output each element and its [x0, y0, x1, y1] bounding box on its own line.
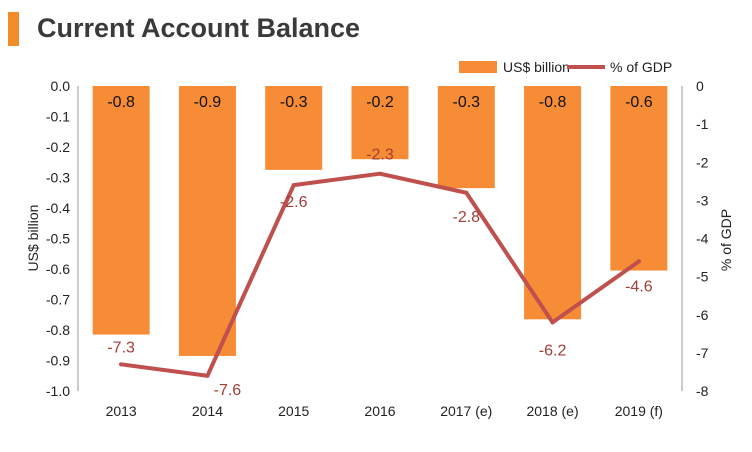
bar: [178, 86, 236, 356]
y2-tick-label: -8: [696, 383, 709, 399]
line-data-label: -2.3: [366, 147, 394, 164]
bar-data-label: -0.3: [452, 94, 480, 111]
legend: US$ billion % of GDP: [459, 59, 672, 75]
x-tick-label: 2014: [192, 403, 223, 419]
y-tick-label: -0.2: [46, 139, 70, 155]
chart-title: Current Account Balance: [37, 13, 361, 43]
line-point: [119, 362, 124, 367]
bar: [265, 86, 323, 170]
bar-data-label: -0.8: [539, 94, 567, 111]
y2-tick-label: -4: [696, 231, 709, 247]
line-data-label: -2.8: [452, 209, 480, 226]
plot-area: 0.0 -0.1 -0.2 -0.3 -0.4 -0.5 -0.6 -0.7 -0.8 -0.9 -…: [46, 78, 709, 419]
bar-data-label: -0.3: [280, 94, 308, 111]
y2-tick-label: -5: [696, 269, 709, 285]
legend-label-line: % of GDP: [610, 59, 672, 75]
y2-tick-label: 0: [696, 78, 704, 94]
bar-data-label: -0.8: [107, 94, 135, 111]
y-tick-label: -0.1: [46, 109, 70, 125]
x-tick-label: 2016: [364, 403, 395, 419]
y-tick-label: -1.0: [46, 383, 70, 399]
bar: [92, 86, 150, 335]
y-tick-label: -0.7: [46, 292, 70, 308]
y-tick-label: -0.8: [46, 322, 70, 338]
line-data-label: -4.6: [625, 278, 653, 295]
y2-tick-label: -1: [696, 116, 709, 132]
bar: [610, 86, 668, 271]
bar-data-label: -0.6: [625, 94, 653, 111]
x-tick-label: 2013: [106, 403, 137, 419]
y-tick-label: 0.0: [51, 78, 71, 94]
y-tick-label: -0.5: [46, 231, 70, 247]
y2-tick-label: -6: [696, 307, 709, 323]
line-point: [205, 373, 210, 378]
y-tick-label: -0.4: [46, 200, 70, 216]
line-data-label: -6.2: [539, 342, 567, 359]
bar-data-label: -0.2: [366, 94, 394, 111]
line-point: [464, 190, 469, 195]
bar: [524, 86, 582, 320]
line-point: [636, 259, 641, 264]
x-tick-label: 2015: [278, 403, 309, 419]
line-data-label: -2.6: [280, 194, 308, 211]
y-axis-title: US$ billion: [25, 205, 41, 272]
legend-swatch-bar: [459, 61, 497, 73]
x-tick-label: 2017 (e): [440, 403, 492, 419]
bar: [351, 86, 409, 160]
line-data-label: -7.6: [214, 382, 242, 399]
y2-axis-title: % of GDP: [718, 209, 734, 271]
line-point: [378, 171, 382, 176]
bar-data-label: -0.9: [194, 94, 222, 111]
y2-tick-label: -3: [696, 192, 709, 208]
title-accent-bar: [8, 12, 19, 46]
bar: [437, 86, 495, 189]
y-tick-label: -0.3: [46, 170, 70, 186]
y-tick-label: -0.9: [46, 353, 70, 369]
x-tick-label: 2019 (f): [615, 403, 663, 419]
y2-tick-label: -7: [696, 345, 709, 361]
y2-tick-label: -2: [696, 154, 709, 170]
line-point: [291, 183, 296, 188]
line-point: [550, 320, 555, 325]
x-tick-label: 2018 (e): [526, 403, 578, 419]
legend-label-bar: US$ billion: [503, 59, 570, 75]
y-tick-label: -0.6: [46, 261, 70, 277]
line-data-label: -7.3: [107, 339, 135, 356]
